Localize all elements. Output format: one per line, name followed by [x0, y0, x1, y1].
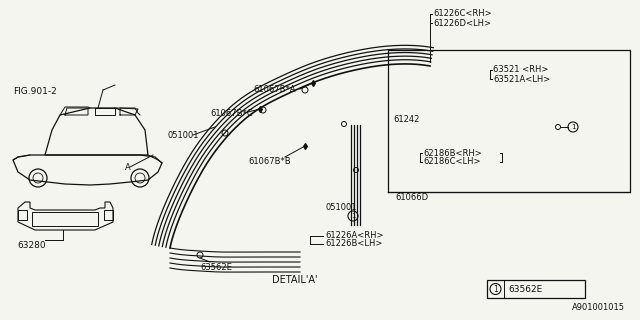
- Text: 63562E: 63562E: [200, 263, 232, 273]
- Text: 63562E: 63562E: [508, 284, 542, 293]
- Text: A901001015: A901001015: [572, 303, 625, 313]
- Text: 61067B*A: 61067B*A: [253, 84, 296, 93]
- Text: 1: 1: [493, 284, 498, 293]
- Text: 61067B*B: 61067B*B: [248, 157, 291, 166]
- Text: 61066D: 61066D: [395, 194, 428, 203]
- Text: 63280: 63280: [17, 241, 45, 250]
- Text: 61226A<RH>: 61226A<RH>: [325, 231, 383, 241]
- Text: 1: 1: [351, 213, 355, 219]
- Text: 63521 <RH>: 63521 <RH>: [493, 66, 548, 75]
- Text: 61242: 61242: [393, 116, 419, 124]
- Text: 61226C<RH>: 61226C<RH>: [433, 10, 492, 19]
- Text: 61226B<LH>: 61226B<LH>: [325, 239, 382, 249]
- Text: 1: 1: [571, 124, 575, 130]
- Text: 62186B<RH>: 62186B<RH>: [423, 148, 482, 157]
- Text: 63521A<LH>: 63521A<LH>: [493, 75, 550, 84]
- Text: 051001: 051001: [325, 204, 356, 212]
- Text: A: A: [125, 164, 131, 172]
- Text: 61067B*C: 61067B*C: [210, 108, 253, 117]
- Text: 051001: 051001: [167, 131, 198, 140]
- Text: FIG.901-2: FIG.901-2: [13, 87, 57, 97]
- Text: 62186C<LH>: 62186C<LH>: [423, 157, 481, 166]
- Text: 61226D<LH>: 61226D<LH>: [433, 19, 491, 28]
- Text: DETAIL'A': DETAIL'A': [272, 275, 317, 285]
